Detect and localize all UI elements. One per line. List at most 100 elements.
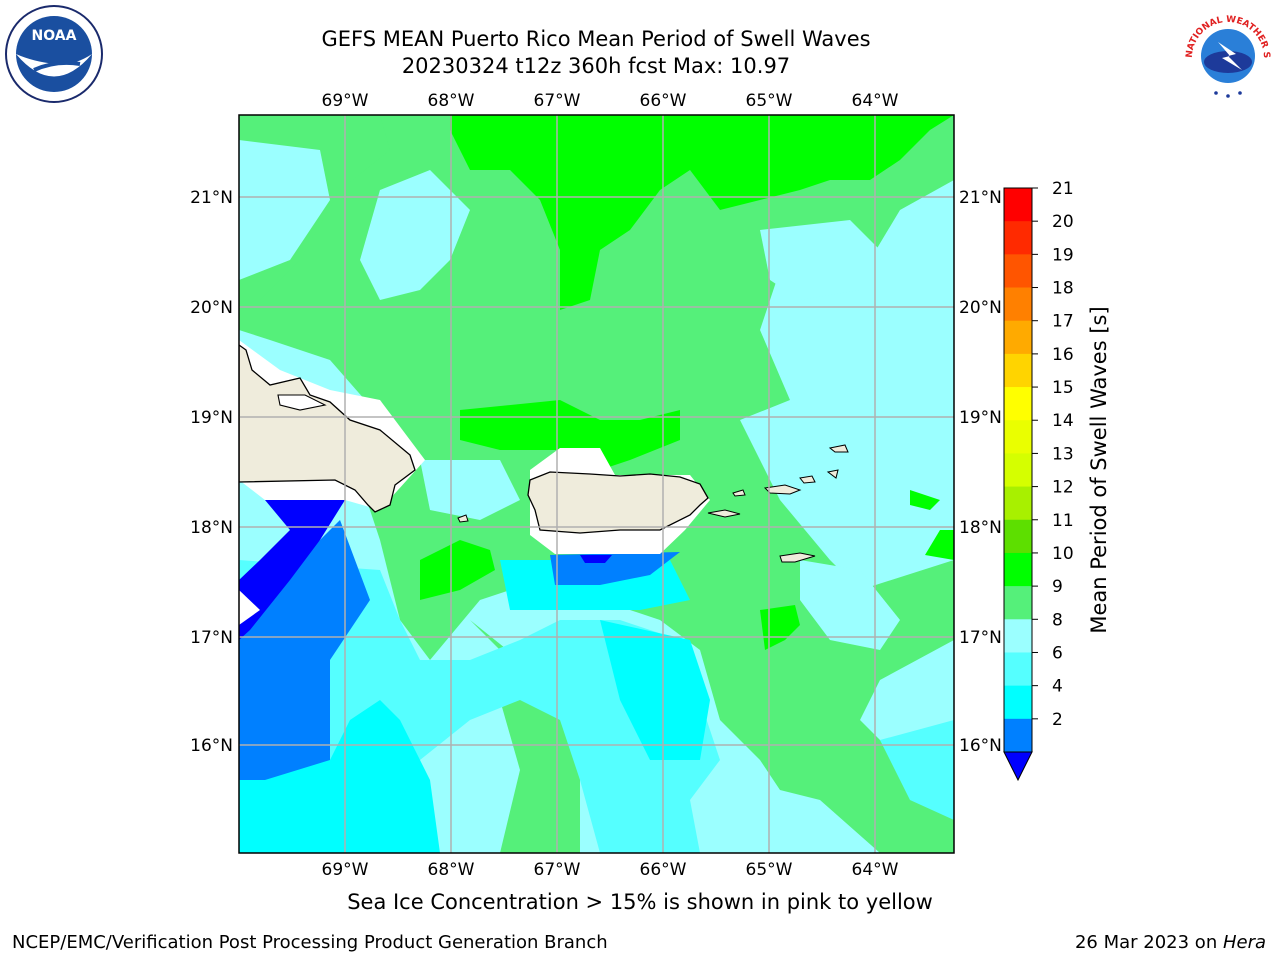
- colorbar-tick-label: 6: [1052, 643, 1063, 663]
- colorbar-segment: [1004, 652, 1032, 687]
- noaa-logo: NOAA: [5, 5, 103, 103]
- hispaniola-landmass: [239, 344, 416, 513]
- period-4-6-region: [239, 700, 440, 853]
- lon-label-top: 69°W: [322, 91, 369, 111]
- st-croix-island: [779, 552, 816, 563]
- footer-date-text: 26 Mar 2023 on: [1074, 932, 1223, 953]
- colorbar-segment: [1004, 287, 1032, 322]
- period-10-11-region: [910, 490, 940, 510]
- lat-label-left: 18°N: [190, 518, 233, 538]
- lon-label-top: 66°W: [640, 91, 687, 111]
- colorbar-tick-label: 21: [1052, 179, 1074, 199]
- gonave-coastline: [277, 394, 327, 411]
- lon-label-top: 65°W: [746, 91, 793, 111]
- lon-label-bottom: 69°W: [322, 860, 369, 880]
- lon-label-bottom: 66°W: [640, 860, 687, 880]
- lon-label-top: 67°W: [534, 91, 581, 111]
- period-4-6-region: [600, 620, 710, 760]
- colorbar-tick-label: 12: [1052, 478, 1074, 498]
- colorbar-label: Mean Period of Swell Waves [s]: [1087, 306, 1111, 633]
- lat-label-right: 20°N: [959, 298, 1002, 318]
- colorbar-tick-label: 18: [1052, 279, 1074, 299]
- virgin-islands: [799, 475, 816, 484]
- colorbar-tick-label: 10: [1052, 544, 1074, 564]
- colorbar-segment: [1004, 685, 1032, 720]
- nws-logo: NATIONAL WEATHER SERVICE: [1178, 4, 1275, 101]
- colorbar-extend-arrow: [1003, 751, 1033, 782]
- lon-label-top: 64°W: [852, 91, 899, 111]
- lat-label-left: 21°N: [190, 188, 233, 208]
- saint-martin-island: [826, 469, 839, 479]
- colorbar-frame: [1003, 187, 1033, 753]
- sea-ice-caption: Sea Ice Concentration > 15% is shown in …: [347, 890, 933, 914]
- colorbar-segment: [1004, 453, 1032, 487]
- colorbar-segment: [1004, 188, 1032, 222]
- colorbar-tick-label: 16: [1052, 345, 1074, 365]
- period-10-11-region: [925, 530, 954, 560]
- colorbar: 21 20 19 18 17 16 15 14 13 12 11 10 9 8 6 4 2 Mean Perio…: [1003, 179, 1111, 782]
- period-below-2-region: [239, 500, 345, 640]
- colorbar-segment: [1004, 552, 1032, 587]
- lon-label-bottom: 65°W: [746, 860, 793, 880]
- footer-producer: NCEP/EMC/Verification Post Processing Pr…: [12, 932, 608, 953]
- colorbar-segment: [1004, 320, 1032, 355]
- period-below-2-region: [580, 555, 612, 563]
- lat-label-right: 19°N: [959, 408, 1002, 428]
- colorbar-segment: [1004, 420, 1032, 454]
- lat-label-right: 18°N: [959, 518, 1002, 538]
- colorbar-tick-label: 15: [1052, 378, 1074, 398]
- colorbar-segment: [1004, 353, 1032, 388]
- lat-label-left: 17°N: [190, 628, 233, 648]
- colorbar-segment: [1004, 519, 1032, 554]
- lat-label-right: 16°N: [959, 736, 1002, 756]
- period-10-11-region: [760, 605, 800, 650]
- colorbar-tick-label: 14: [1052, 411, 1074, 431]
- lon-label-bottom: 67°W: [534, 860, 581, 880]
- lat-label-right: 17°N: [959, 628, 1002, 648]
- vieques-island: [707, 509, 741, 518]
- lon-label-bottom: 64°W: [852, 860, 899, 880]
- colorbar-tick-label: 8: [1052, 610, 1063, 630]
- colorbar-segment: [1004, 221, 1032, 255]
- period-10-11-region: [450, 115, 954, 310]
- map-subtitle: 20230324 t12z 360h fcst Max: 10.97: [401, 54, 791, 78]
- colorbar-tick-label: 17: [1052, 312, 1074, 332]
- colorbar-segment: [1004, 586, 1032, 620]
- map-frame: [238, 114, 955, 854]
- mona-island: [457, 514, 469, 523]
- colorbar-tick-label: 20: [1052, 212, 1074, 232]
- lat-label-right: 21°N: [959, 188, 1002, 208]
- colorbar-tick-label: 19: [1052, 245, 1074, 265]
- period-8-9-region: [239, 140, 330, 280]
- footer-date: 26 Mar 2023 on Hera: [1075, 932, 1266, 953]
- period-8-9-region: [420, 460, 520, 520]
- anguilla-island: [828, 444, 849, 453]
- colorbar-segment: [1004, 486, 1032, 521]
- colorbar-tick-label: 11: [1052, 511, 1074, 531]
- noaa-logo-text: NOAA: [32, 28, 77, 44]
- lon-label-top: 68°W: [428, 91, 475, 111]
- period-2-4-region: [550, 552, 680, 585]
- map-gridlines: [239, 115, 954, 853]
- land-mask: [239, 590, 260, 625]
- map-title: GEFS MEAN Puerto Rico Mean Period of Swe…: [321, 27, 871, 51]
- period-9-10-region: [470, 620, 580, 853]
- colorbar-segment: [1004, 254, 1032, 288]
- lon-label-bottom: 68°W: [428, 860, 475, 880]
- colorbar-tick-label: 9: [1052, 577, 1063, 597]
- colorbar-tick-label: 13: [1052, 444, 1074, 464]
- footer-host: Hera: [1222, 932, 1266, 953]
- period-8-9-region: [360, 170, 470, 300]
- colorbar-segment: [1004, 718, 1032, 753]
- colorbar-tick-label: 4: [1052, 677, 1063, 697]
- map-plot-area: [239, 115, 954, 853]
- colorbar-segment: [1004, 619, 1032, 653]
- colorbar-segment: [1004, 387, 1032, 421]
- colorbar-tick-label: 2: [1052, 710, 1063, 730]
- culebra-island: [732, 489, 746, 497]
- period-8-9-region: [760, 220, 880, 300]
- lat-label-left: 20°N: [190, 298, 233, 318]
- period-10-11-region: [420, 540, 495, 600]
- lat-label-left: 19°N: [190, 408, 233, 428]
